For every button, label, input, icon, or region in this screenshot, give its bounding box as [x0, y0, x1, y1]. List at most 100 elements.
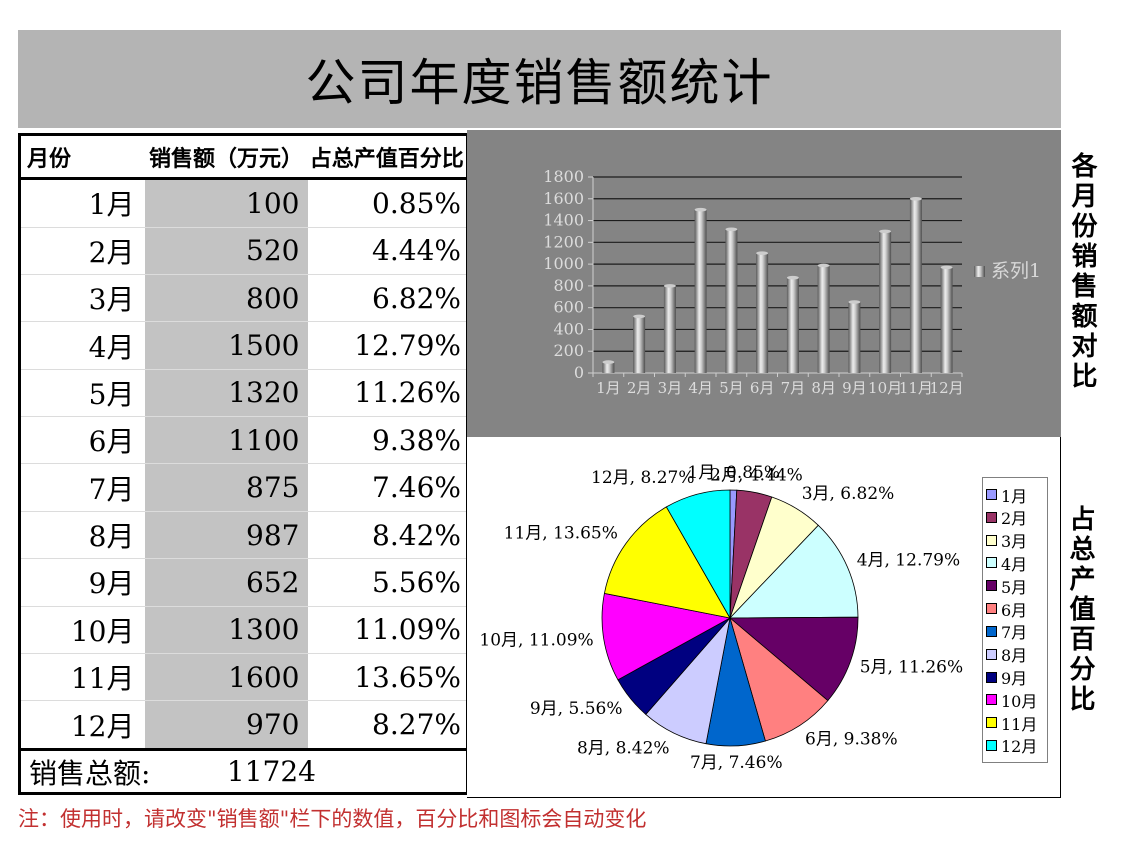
month-cell[interactable]: 10月: [19, 606, 145, 655]
header-month[interactable]: 月份: [19, 134, 145, 180]
y-tick-label: 600: [553, 298, 584, 317]
percent-cell[interactable]: 8.42%: [307, 511, 468, 560]
pie-legend-swatch-icon: [986, 694, 997, 706]
pie-legend-label: 3月: [1001, 532, 1028, 552]
month-cell[interactable]: 11月: [19, 653, 145, 702]
month-cell[interactable]: 3月: [19, 274, 145, 323]
month-cell[interactable]: 6月: [19, 416, 145, 465]
bar[interactable]: [879, 231, 892, 373]
table-row: 6月 1100 9.38%: [19, 416, 468, 465]
percent-cell[interactable]: 11.26%: [307, 369, 468, 418]
sales-cell[interactable]: 652: [144, 558, 308, 607]
pie-legend: 1月 2月 3月 4月 5月 6月 7月 8月 9月 10月 11月 12月: [982, 477, 1048, 763]
pie-legend-item[interactable]: 8月: [986, 644, 1044, 665]
percent-cell[interactable]: 12.79%: [307, 321, 468, 370]
pie-legend-swatch-icon: [986, 739, 997, 751]
bar[interactable]: [756, 253, 769, 373]
total-row: 销售总额: 11724: [19, 748, 468, 794]
bar[interactable]: [940, 267, 953, 373]
pie-legend-item[interactable]: 9月: [986, 667, 1044, 688]
pie-legend-label: 1月: [1001, 486, 1028, 506]
y-tick-label: 1000: [543, 254, 584, 273]
table-row: 2月 520 4.44%: [19, 227, 468, 275]
month-cell[interactable]: 9月: [19, 558, 145, 607]
pie-legend-item[interactable]: 6月: [986, 598, 1044, 620]
sales-cell[interactable]: 1500: [144, 321, 308, 370]
percent-cell[interactable]: 11.09%: [307, 606, 468, 655]
percent-cell[interactable]: 9.38%: [307, 416, 468, 465]
pie-legend-item[interactable]: 10月: [986, 689, 1044, 711]
pie-slice[interactable]: [729, 524, 859, 619]
pie-legend-swatch-icon: [986, 717, 997, 729]
bar[interactable]: [602, 362, 615, 373]
percent-cell[interactable]: 0.85%: [307, 178, 468, 228]
pie-data-label: 10月, 11.09%: [479, 630, 593, 650]
month-cell[interactable]: 12月: [19, 700, 145, 750]
pie-data-label: 12月, 8.27%: [591, 468, 694, 488]
pie-slice[interactable]: [728, 616, 859, 702]
month-cell[interactable]: 2月: [19, 227, 145, 275]
month-cell[interactable]: 4月: [19, 321, 145, 370]
pie-legend-item[interactable]: 7月: [986, 621, 1044, 642]
sales-table[interactable]: 月份 销售额（万元） 占总产值百分比 1月 100 0.85% 2月 520 4.44%…: [18, 133, 469, 795]
bar[interactable]: [817, 265, 830, 374]
sales-cell[interactable]: 875: [144, 463, 308, 512]
percent-cell[interactable]: 7.46%: [307, 463, 468, 512]
sales-cell[interactable]: 970: [144, 700, 308, 750]
pie-chart[interactable]: 1月, 0.85%2月, 4.44%3月, 6.82% 4月, 12.79% 5月,…: [467, 437, 1061, 798]
pie-slice[interactable]: [603, 506, 731, 619]
percent-cell[interactable]: 13.65%: [307, 653, 468, 702]
month-cell[interactable]: 5月: [19, 369, 145, 418]
bar-chart-panel[interactable]: 1月 2月 3月 4月 5月 6月 7月 8月 9月 10月 11月 12月 0 200 400 600 800…: [467, 130, 1061, 437]
bar[interactable]: [909, 198, 922, 373]
month-cell[interactable]: 8月: [19, 511, 145, 560]
pie-legend-label: 8月: [1001, 646, 1028, 666]
bar[interactable]: [725, 229, 738, 373]
bar[interactable]: [694, 209, 707, 373]
bar[interactable]: [786, 277, 799, 373]
percent-cell[interactable]: 5.56%: [307, 558, 468, 607]
month-cell[interactable]: 1月: [19, 178, 145, 228]
header-percent[interactable]: 占总产值百分比: [307, 134, 468, 180]
pie-legend-item[interactable]: 4月: [986, 552, 1044, 574]
title-bar[interactable]: 公司年度销售额统计: [18, 30, 1061, 128]
pie-chart-panel[interactable]: 1月, 0.85% 2月, 4.44% 3月, 6.82% 4月, 12.79% 5月,…: [467, 437, 1061, 798]
y-tick-label: 1400: [543, 211, 584, 230]
total-value[interactable]: 11724: [226, 755, 316, 788]
pie-slice[interactable]: [665, 489, 731, 620]
header-sales[interactable]: 销售额（万元）: [144, 134, 308, 180]
sales-cell[interactable]: 1300: [144, 606, 308, 655]
sales-cell[interactable]: 520: [144, 227, 308, 275]
sales-cell[interactable]: 987: [144, 511, 308, 560]
pie-legend-label: 2月: [1001, 509, 1028, 529]
pie-legend-item[interactable]: 11月: [986, 712, 1044, 734]
pie-legend-item[interactable]: 5月: [986, 575, 1044, 597]
pie-slice[interactable]: [601, 592, 732, 681]
pie-data-label: 11月, 13.65%: [504, 524, 618, 544]
bar[interactable]: [663, 285, 676, 373]
sales-cell[interactable]: 1100: [144, 416, 308, 465]
table-row: 1月 100 0.85%: [19, 178, 468, 228]
pie-legend-label: 11月: [1001, 714, 1038, 734]
sales-cell[interactable]: 1320: [144, 369, 308, 418]
month-cell[interactable]: 7月: [19, 463, 145, 512]
page-title: 公司年度销售额统计: [305, 54, 774, 112]
pie-legend-label: 5月: [1001, 577, 1028, 597]
sales-cell[interactable]: 100: [144, 178, 308, 228]
percent-cell[interactable]: 6.82%: [307, 274, 468, 323]
total-label[interactable]: 销售总额:: [29, 756, 151, 790]
percent-cell[interactable]: 4.44%: [307, 227, 468, 275]
pie-legend-item[interactable]: 1月: [986, 484, 1044, 506]
pie-legend-swatch-icon: [986, 603, 997, 615]
percent-cell[interactable]: 8.27%: [307, 700, 468, 750]
bar[interactable]: [633, 316, 646, 373]
pie-legend-item[interactable]: 2月: [986, 507, 1044, 528]
sales-cell[interactable]: 1600: [144, 653, 308, 702]
x-tick-label: 11月: [899, 379, 933, 397]
pie-legend-item[interactable]: 3月: [986, 530, 1044, 551]
bar[interactable]: [848, 302, 861, 373]
sales-cell[interactable]: 800: [144, 274, 308, 323]
pie-data-label: 8月, 8.42%: [577, 738, 670, 758]
pie-legend-item[interactable]: 12月: [986, 735, 1044, 756]
